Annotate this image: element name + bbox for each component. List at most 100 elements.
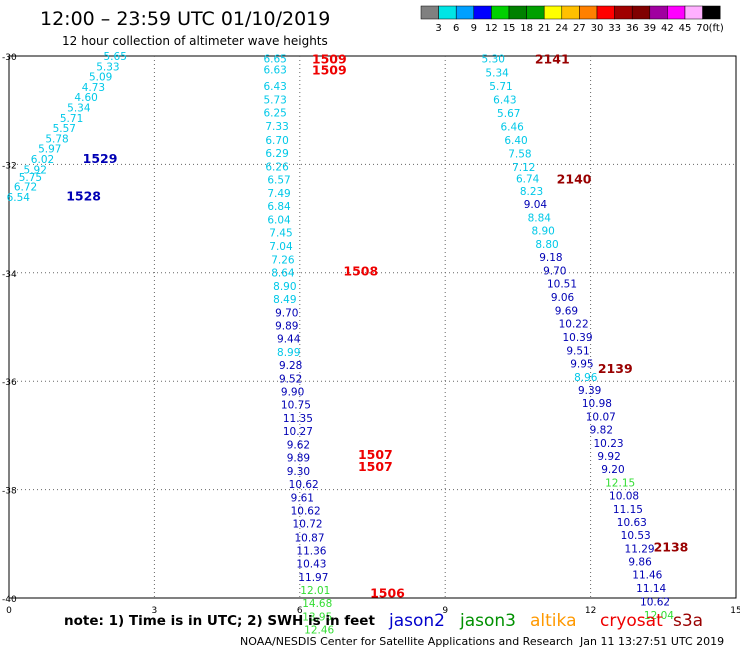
- wave-height-value: 6.84: [267, 201, 291, 213]
- scale-swatch: [702, 5, 721, 20]
- satellite-legend-altika: altika: [530, 611, 577, 631]
- wave-height-value: 4.60: [74, 92, 97, 104]
- wave-height-value: 10.53: [621, 530, 651, 542]
- wave-height-value: 5.92: [24, 164, 47, 176]
- wave-height-value: 6.63: [263, 65, 286, 77]
- footer-note: note: 1) Time is in UTC; 2) SWH is in fe…: [64, 613, 375, 629]
- wave-height-value: 12.15: [605, 478, 635, 490]
- chart-subtitle: 12 hour collection of altimeter wave hei…: [62, 34, 328, 48]
- wave-height-value: 9.92: [597, 451, 620, 463]
- pass-time-label: 2139: [598, 361, 633, 376]
- wave-height-value: 6.26: [265, 162, 289, 174]
- wave-height-value: 11.29: [625, 544, 655, 556]
- wave-height-value: 7.58: [508, 149, 531, 161]
- wave-height-value: 10.43: [296, 558, 326, 570]
- scale-label: 27: [573, 23, 586, 34]
- scale-label: 6: [453, 23, 459, 34]
- wave-height-value: 11.97: [298, 572, 328, 584]
- scale-label: 12: [485, 23, 498, 34]
- wave-height-value: 8.80: [535, 239, 558, 251]
- scale-label: 21: [538, 23, 551, 34]
- scale-swatch: [543, 5, 563, 20]
- wave-height-value: 8.23: [520, 186, 543, 198]
- wave-height-value: 7.12: [512, 162, 535, 174]
- wave-height-value: 10.51: [547, 279, 577, 291]
- wave-height-value: 13.95: [302, 611, 332, 623]
- pass-time-label: 1508: [343, 264, 378, 279]
- y-tick-label: -34: [2, 270, 17, 280]
- wave-height-value: 8.84: [528, 213, 552, 225]
- wave-height-value: 10.39: [562, 332, 592, 344]
- scale-label: 33: [608, 23, 621, 34]
- wave-height-value: 9.86: [628, 557, 652, 569]
- footer-timestamp: Jan 11 13:27:51 UTC 2019: [579, 635, 724, 648]
- satellite-legend-jason2: jason2: [388, 611, 445, 631]
- wave-height-value: 10.87: [294, 532, 324, 544]
- plot-frame: [8, 55, 737, 599]
- wave-height-value: 5.71: [489, 81, 512, 93]
- scale-swatch: [596, 5, 615, 20]
- scale-label: 39: [643, 23, 656, 34]
- scale-swatch: [491, 5, 510, 20]
- wave-height-value: 10.62: [640, 596, 670, 608]
- wave-height-value: 10.72: [293, 519, 323, 531]
- scale-label: 30: [591, 23, 604, 34]
- wave-height-value: 8.90: [273, 281, 296, 293]
- scale-swatch: [684, 5, 703, 20]
- color-scale-legend: 3 6 9 12 15 18 21 24 27 30 33 36 39 42 45 70 (ft): [420, 5, 724, 34]
- wave-height-value: 8.64: [271, 267, 295, 279]
- wave-height-value: 14.68: [302, 598, 332, 610]
- wave-height-value: 7.45: [269, 228, 292, 240]
- wave-height-value: 5.78: [45, 133, 68, 145]
- wave-height-value: 9.39: [578, 385, 601, 397]
- scale-label: 70: [696, 23, 709, 34]
- x-tick-label: 6: [297, 606, 303, 616]
- wave-height-value: 5.97: [38, 144, 61, 156]
- wave-height-value: 9.82: [590, 424, 613, 436]
- wave-height-value: 9.28: [279, 360, 302, 372]
- wave-height-value: 9.95: [570, 358, 593, 370]
- scale-label: 15: [503, 23, 516, 34]
- wave-height-value: 4.73: [82, 82, 105, 94]
- y-tick-label: -40: [2, 595, 17, 605]
- wave-height-value: 5.73: [263, 94, 286, 106]
- wave-height-value: 8.49: [273, 294, 296, 306]
- scale-swatch: [526, 5, 545, 20]
- scale-label: 24: [555, 23, 568, 34]
- wave-height-value: 9.18: [539, 252, 562, 264]
- scale-swatch: [614, 5, 633, 20]
- wave-height-value: 5.57: [53, 123, 76, 135]
- wave-height-value: 9.89: [287, 453, 310, 465]
- satellite-legend-jason3: jason3: [459, 611, 516, 631]
- wave-height-value: 9.89: [275, 320, 298, 332]
- pass-time-label: 1506: [370, 586, 405, 601]
- y-tick-label: -32: [2, 161, 17, 171]
- wave-height-value: 9.62: [287, 440, 310, 452]
- pass-time-label: 1507: [358, 459, 393, 474]
- y-tick-label: -36: [2, 378, 17, 388]
- wave-height-value: 6.70: [265, 135, 288, 147]
- wave-height-value: 9.69: [555, 306, 578, 318]
- pass-time-label: 1529: [83, 151, 118, 166]
- wave-height-value: 9.04: [524, 199, 548, 211]
- scale-swatch: [631, 5, 651, 20]
- satellite-legend-s3a: s3a: [673, 611, 703, 631]
- scale-swatch: [649, 5, 668, 20]
- pass-time-label: 1509: [312, 52, 347, 67]
- wave-height-value: 12.01: [300, 585, 330, 597]
- x-tick-label: 9: [442, 606, 448, 616]
- y-tick-label: -38: [2, 487, 17, 497]
- wave-height-value: 10.98: [582, 398, 612, 410]
- scale-label: 36: [626, 23, 639, 34]
- wave-height-value: 5.71: [60, 113, 83, 125]
- scale-label: (ft): [709, 23, 724, 34]
- wave-height-value: 6.54: [7, 192, 31, 204]
- wave-height-value: 10.27: [283, 426, 313, 438]
- scale-swatch: [438, 5, 457, 20]
- scale-swatch: [508, 5, 527, 20]
- y-tick-label: -30: [2, 53, 17, 63]
- wave-height-value: 5.75: [19, 172, 42, 184]
- wave-height-value: 7.33: [265, 121, 288, 133]
- wave-height-value: 9.30: [287, 466, 310, 478]
